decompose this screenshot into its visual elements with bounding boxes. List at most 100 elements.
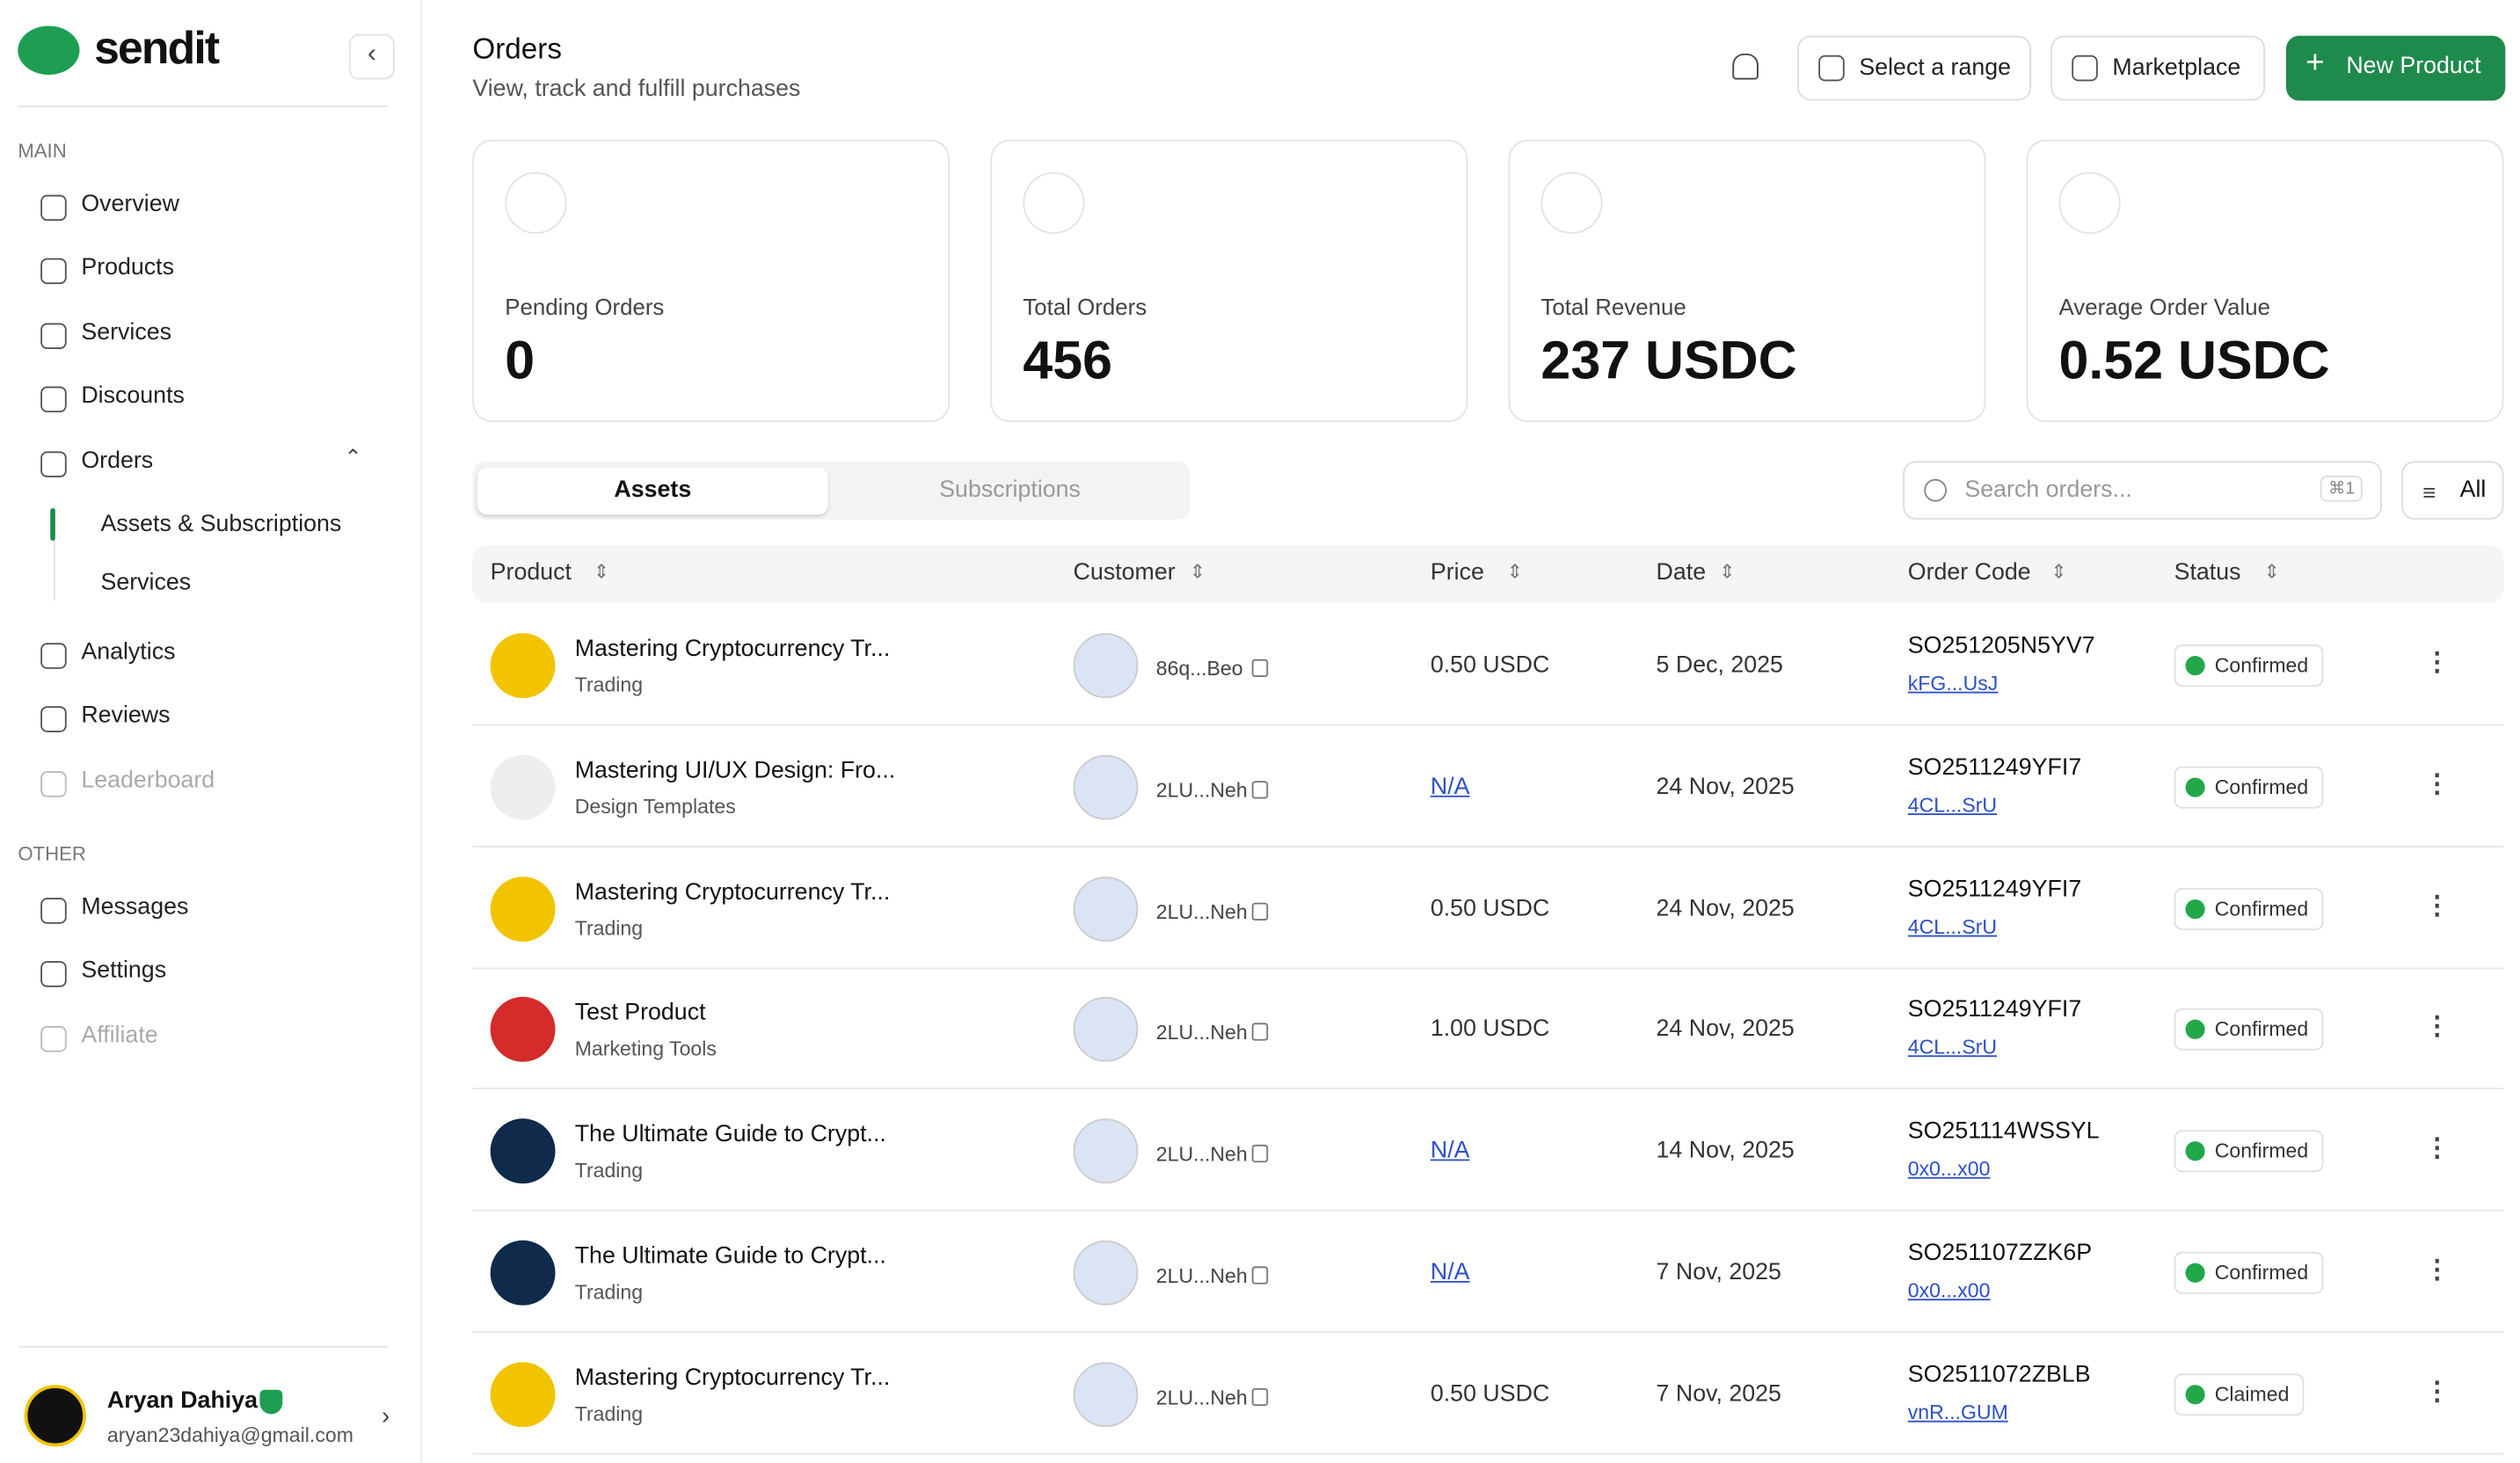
product-name[interactable]: The Ultimate Guide to Crypt...: [574, 1122, 886, 1148]
verified-badge: [259, 1389, 283, 1415]
nav-item[interactable]: Leaderboard: [81, 768, 215, 794]
date: 24 Nov, 2025: [1656, 774, 1795, 800]
sort-icon: ⇕: [1189, 560, 1206, 583]
price[interactable]: N/A: [1430, 1259, 1470, 1286]
product-name[interactable]: The Ultimate Guide to Crypt...: [574, 1243, 886, 1270]
copy-icon: [1251, 1023, 1269, 1042]
product-name[interactable]: Mastering Cryptocurrency Tr...: [574, 879, 891, 906]
status-badge: Confirmed: [2174, 887, 2323, 930]
product-name[interactable]: Mastering UI/UX Design: Fro...: [574, 757, 896, 784]
sub-item[interactable]: Services: [100, 570, 192, 596]
date: 7 Nov, 2025: [1656, 1381, 1781, 1408]
brand: sendit: [94, 22, 220, 74]
column-header[interactable]: Product: [490, 560, 572, 586]
search-icon: [1924, 478, 1948, 502]
order-code: SO2511072ZBLB: [1907, 1361, 2091, 1388]
product-name[interactable]: Mastering Cryptocurrency Tr...: [574, 636, 891, 663]
customer-id: 2LU...Neh: [1155, 1386, 1248, 1409]
status-label: Confirmed: [2214, 1261, 2309, 1285]
column-header[interactable]: Customer: [1073, 560, 1176, 586]
stat-value: 0.52 USDC: [2058, 329, 2330, 390]
nav-item[interactable]: Messages: [81, 894, 189, 921]
column-header[interactable]: Date: [1656, 560, 1707, 586]
row-menu[interactable]: ⋮: [2423, 892, 2451, 921]
column-header[interactable]: Status: [2174, 560, 2241, 586]
section-label: MAIN: [18, 139, 67, 163]
tab[interactable]: Assets: [614, 477, 692, 504]
nav-item[interactable]: Settings: [81, 958, 167, 985]
nav-item[interactable]: Affiliate: [81, 1022, 158, 1049]
customer-id: 2LU...Neh: [1155, 778, 1248, 802]
product-name[interactable]: Mastering Cryptocurrency Tr...: [574, 1365, 891, 1392]
nav-icon: [40, 706, 67, 733]
nav-item[interactable]: Products: [81, 255, 175, 282]
header-button[interactable]: + New Product: [2286, 35, 2506, 101]
product-name[interactable]: Test Product: [574, 1001, 706, 1027]
search-box[interactable]: Search orders... ⌘1: [1903, 461, 2382, 520]
stat-label: Average Order Value: [2058, 294, 2270, 320]
nav-icon: [40, 898, 67, 924]
price[interactable]: N/A: [1430, 774, 1470, 800]
product-thumb: [490, 754, 556, 820]
page-subtitle: View, track and fulfill purchases: [472, 76, 801, 103]
nav-item[interactable]: Analytics: [81, 639, 176, 666]
nav-item[interactable]: Discounts: [81, 383, 185, 410]
tx-link[interactable]: vnR...GUM: [1907, 1401, 2008, 1424]
row-menu[interactable]: ⋮: [2423, 1135, 2451, 1163]
nav-item[interactable]: Reviews: [81, 703, 171, 730]
tx-link[interactable]: 4CL...SrU: [1907, 1036, 1998, 1059]
row-divider: [472, 1452, 2504, 1455]
product-thumb: [490, 633, 556, 699]
stat-icon: [2058, 171, 2121, 234]
nav-icon: [40, 961, 67, 988]
shortcut-hint: ⌘1: [2320, 476, 2363, 502]
filter-label: All: [2459, 477, 2487, 504]
stat-label: Total Revenue: [1540, 294, 1686, 320]
product-category: Marketing Tools: [574, 1037, 717, 1061]
customer-id: 86q...Beo: [1155, 657, 1243, 681]
product-thumb: [490, 1361, 556, 1427]
sort-icon: ⇕: [1719, 560, 1736, 583]
filter-button[interactable]: ≡ All: [2401, 461, 2504, 520]
status-dot: [2185, 656, 2205, 676]
row-menu[interactable]: ⋮: [2423, 649, 2451, 678]
customer-avatar: [1073, 1118, 1139, 1184]
date: 24 Nov, 2025: [1656, 1016, 1795, 1044]
logo-icon: [18, 25, 80, 75]
header-button[interactable]: Select a range: [1797, 35, 2032, 101]
customer-avatar: [1073, 876, 1139, 942]
copy-icon: [1251, 780, 1269, 799]
tab[interactable]: Subscriptions: [939, 477, 1081, 504]
tx-link[interactable]: 0x0...x00: [1907, 1157, 1991, 1181]
row-divider: [472, 845, 2504, 848]
row-menu[interactable]: ⋮: [2423, 1378, 2451, 1406]
column-header[interactable]: Price: [1430, 560, 1484, 586]
tx-link[interactable]: 4CL...SrU: [1907, 793, 1998, 817]
nav-icon: [40, 323, 67, 349]
product-thumb: [490, 1240, 556, 1306]
header-button[interactable]: Marketplace: [2050, 35, 2266, 101]
page-title: Orders: [472, 32, 562, 65]
collapse-button[interactable]: ‹: [349, 33, 395, 80]
nav-item[interactable]: Services: [81, 319, 172, 346]
row-menu[interactable]: ⋮: [2423, 770, 2451, 799]
row-divider: [472, 1210, 2504, 1212]
price[interactable]: N/A: [1430, 1138, 1470, 1165]
button-icon: +: [2305, 45, 2325, 82]
product-category: Trading: [574, 1159, 644, 1183]
table-header: [472, 545, 2504, 603]
nav-icon: [40, 770, 67, 797]
status-label: Confirmed: [2214, 1139, 2309, 1163]
customer-avatar: [1073, 633, 1139, 699]
tx-link[interactable]: 4CL...SrU: [1907, 914, 1998, 938]
tx-link[interactable]: kFG...UsJ: [1907, 672, 1999, 695]
column-header[interactable]: Order Code: [1907, 560, 2031, 586]
row-menu[interactable]: ⋮: [2423, 1013, 2451, 1042]
tx-link[interactable]: 0x0...x00: [1907, 1279, 1991, 1302]
row-menu[interactable]: ⋮: [2423, 1256, 2451, 1285]
sub-item[interactable]: Assets & Subscriptions: [100, 511, 342, 538]
stat-label: Total Orders: [1023, 294, 1147, 320]
nav-item[interactable]: Overview: [81, 191, 179, 218]
nav-item[interactable]: Orders: [81, 447, 154, 474]
